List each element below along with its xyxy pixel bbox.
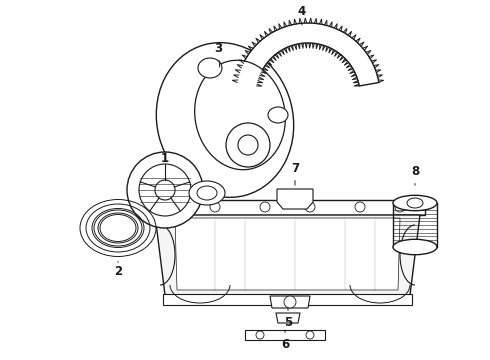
Text: 2: 2 bbox=[114, 261, 122, 278]
Polygon shape bbox=[277, 189, 313, 209]
Circle shape bbox=[170, 202, 180, 212]
Ellipse shape bbox=[238, 135, 258, 155]
Ellipse shape bbox=[226, 123, 270, 167]
Polygon shape bbox=[155, 215, 420, 295]
Polygon shape bbox=[245, 330, 325, 340]
Ellipse shape bbox=[268, 107, 288, 123]
Ellipse shape bbox=[393, 195, 437, 211]
Ellipse shape bbox=[198, 58, 222, 78]
Polygon shape bbox=[237, 23, 379, 86]
Circle shape bbox=[256, 331, 264, 339]
Ellipse shape bbox=[155, 180, 175, 200]
Circle shape bbox=[355, 202, 365, 212]
Circle shape bbox=[395, 202, 405, 212]
Ellipse shape bbox=[393, 239, 437, 255]
Ellipse shape bbox=[407, 198, 423, 208]
Text: 5: 5 bbox=[284, 308, 292, 329]
Circle shape bbox=[260, 202, 270, 212]
Text: 6: 6 bbox=[281, 330, 289, 351]
Circle shape bbox=[210, 202, 220, 212]
Ellipse shape bbox=[197, 186, 217, 200]
Circle shape bbox=[306, 331, 314, 339]
Ellipse shape bbox=[127, 152, 203, 228]
Text: 4: 4 bbox=[298, 5, 306, 25]
Polygon shape bbox=[148, 200, 425, 215]
Polygon shape bbox=[163, 294, 412, 305]
Ellipse shape bbox=[156, 42, 294, 197]
Text: 1: 1 bbox=[161, 152, 169, 165]
Polygon shape bbox=[270, 296, 310, 308]
Ellipse shape bbox=[139, 164, 191, 216]
Circle shape bbox=[284, 296, 296, 308]
Text: 3: 3 bbox=[214, 42, 222, 67]
Ellipse shape bbox=[195, 60, 285, 170]
Ellipse shape bbox=[189, 181, 225, 205]
Polygon shape bbox=[276, 313, 300, 323]
Text: 8: 8 bbox=[411, 165, 419, 185]
Text: 7: 7 bbox=[291, 162, 299, 185]
Polygon shape bbox=[175, 218, 400, 290]
Circle shape bbox=[305, 202, 315, 212]
